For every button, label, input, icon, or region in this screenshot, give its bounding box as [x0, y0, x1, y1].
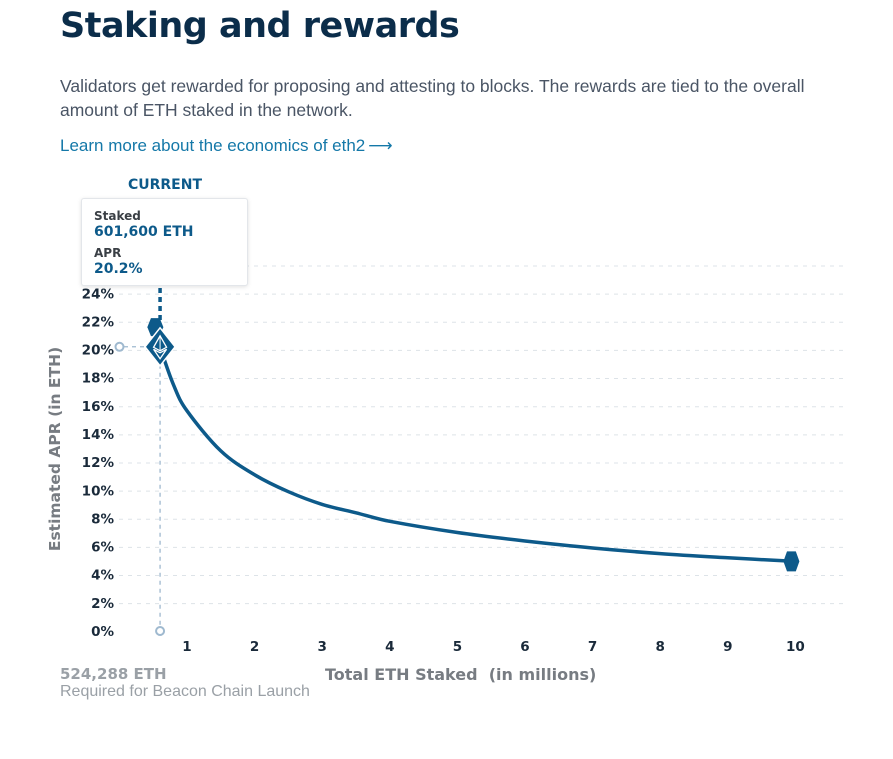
y-tick-label: 6%	[91, 540, 114, 556]
tooltip-staked-label: Staked	[94, 209, 141, 223]
apr-curve	[153, 326, 796, 564]
x-tick-label: 3	[317, 639, 326, 655]
launch-eth-amount: 524,288 ETH	[60, 665, 167, 683]
tooltip-staked-value: 601,600 ETH	[94, 224, 194, 240]
economics-link[interactable]: Learn more about the economics of eth2 ⟶	[60, 136, 393, 156]
tooltip-apr-label: APR	[94, 246, 122, 260]
y-tick-label: 20%	[82, 343, 115, 359]
y-guide-dot	[114, 341, 125, 352]
y-tick-label: 2%	[91, 596, 114, 612]
current-tooltip: Staked 601,600 ETH APR 20.2%	[81, 198, 248, 286]
y-tick-label: 22%	[82, 314, 115, 330]
y-tick-label: 12%	[82, 455, 115, 471]
section-description: Validators get rewarded for proposing an…	[60, 76, 805, 120]
current-guides	[114, 288, 166, 636]
y-tick-label: 14%	[82, 427, 115, 443]
y-tick-label: 18%	[82, 371, 115, 387]
x-tick-label: 7	[588, 639, 597, 655]
x-tick-label: 1	[182, 639, 191, 655]
x-tick-label: 8	[655, 639, 664, 655]
eth-icon-lower	[153, 348, 168, 360]
x-tick-label: 9	[723, 639, 732, 655]
page-title: Staking and rewards	[60, 6, 460, 46]
tooltip-apr-value: 20.2%	[94, 261, 143, 277]
current-label: CURRENT	[128, 177, 202, 193]
y-tick-label: 16%	[82, 399, 115, 415]
x-tick-label: 6	[520, 639, 529, 655]
y-axis-label: Estimated APR (in ETH)	[46, 347, 64, 551]
x-axis-label: Total ETH Staked (in millions)	[325, 665, 597, 684]
y-tick-label: 24%	[82, 286, 115, 302]
y-tick-label: 10%	[82, 483, 115, 499]
y-axis-ticks: 0% 2% 4% 6% 8% 10% 12% 14% 16% 18% 20% 22% 24%	[82, 286, 115, 640]
x-tick-label: 4	[385, 639, 394, 655]
launch-caption: Required for Beacon Chain Launch	[60, 683, 310, 700]
end-marker	[783, 551, 800, 572]
x-guide-dot	[155, 626, 166, 636]
x-tick-label: 2	[250, 639, 259, 655]
x-tick-label: 5	[453, 639, 462, 655]
x-axis-ticks: 1 2 3 4 5 6 7 8 9 10	[182, 639, 805, 655]
y-tick-label: 8%	[91, 511, 114, 527]
y-tick-label: 0%	[91, 624, 114, 640]
economics-link-label: Learn more about the economics of eth2	[60, 136, 366, 155]
y-tick-label: 4%	[91, 568, 114, 584]
grid-lines	[119, 265, 845, 605]
curve-markers	[144, 318, 800, 572]
arrow-right-icon: ⟶	[368, 136, 393, 155]
x-tick-label: 10	[786, 639, 805, 655]
